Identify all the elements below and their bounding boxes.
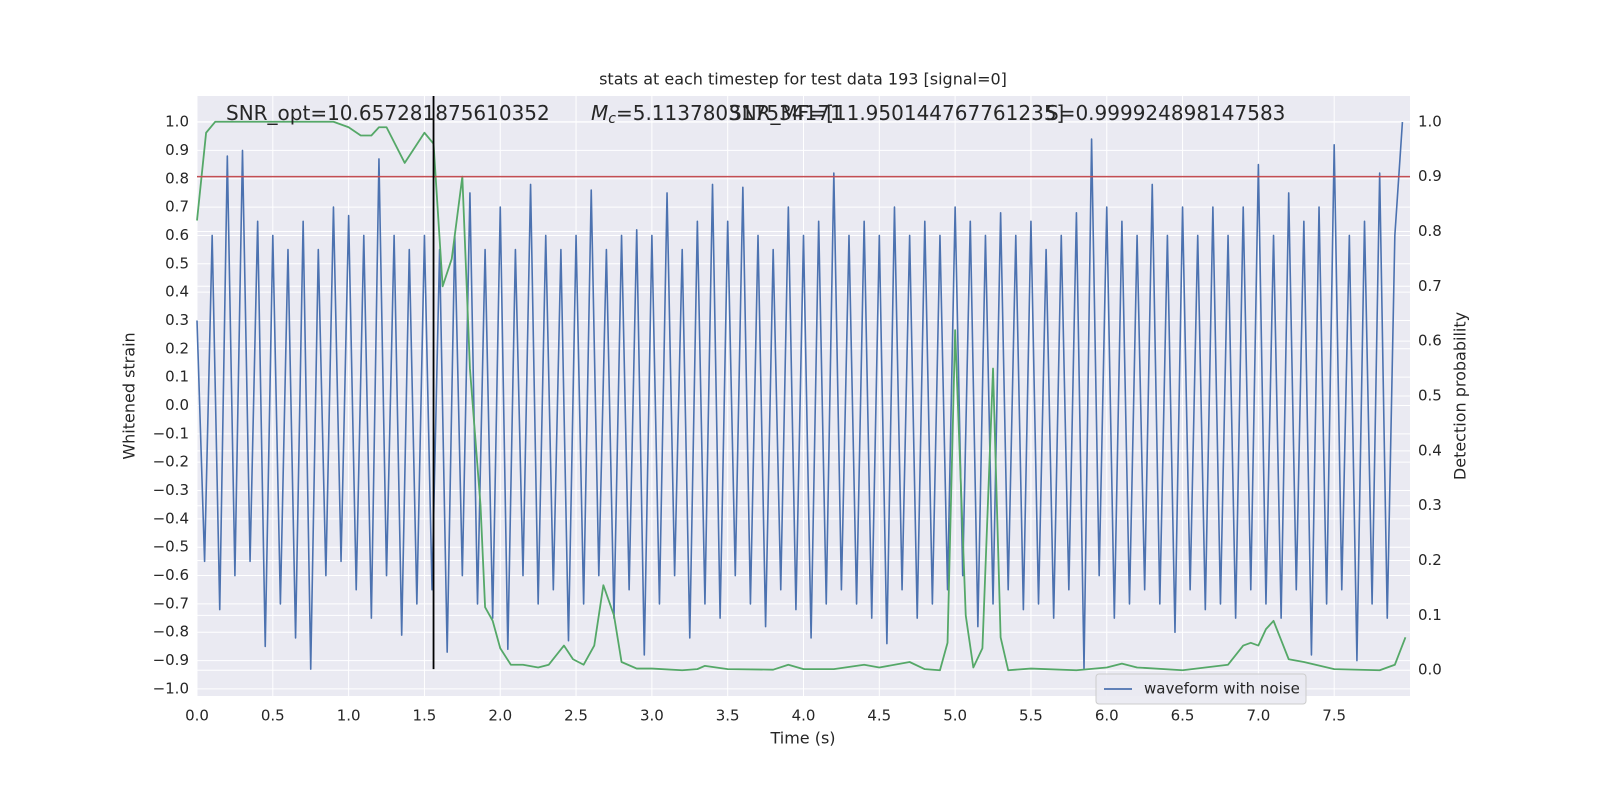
y-tick-label: 0.6: [165, 226, 189, 244]
y-tick-label: 0.7: [165, 198, 189, 216]
y-tick-label: 0.8: [165, 169, 189, 187]
y-tick-label: −0.7: [153, 594, 189, 612]
annotation: SNR_opt=10.657281875610352: [226, 101, 550, 125]
x-axis-label: Time (s): [769, 729, 835, 748]
annotation-text: SNR_MF=[11.950144767761235]: [729, 101, 1064, 125]
y-tick-label: 0.9: [165, 141, 189, 159]
x-tick-label: 4.5: [867, 707, 891, 725]
annotation-text: =5.113780317534171: [616, 101, 843, 125]
y2-tick-label: 0.6: [1418, 332, 1442, 350]
annotation: S=0.999924898147583: [1046, 101, 1285, 125]
labels: 0.0 0.5 1.0 1.5 2.0 2.5 3.0 3.5 4.0 4.5 5.0 5.5 6.0 6…: [153, 101, 1442, 725]
y-tick-label: 0.2: [165, 339, 189, 357]
y-tick-label: −0.6: [153, 566, 189, 584]
y-tick-label: 0.3: [165, 311, 189, 329]
y2-tick-label: 0.3: [1418, 496, 1442, 514]
y2-tick-label: 0.5: [1418, 387, 1442, 405]
marks: [196, 96, 1410, 672]
grid: [196, 96, 1410, 696]
x-tick-label: 0.0: [185, 707, 209, 725]
annotation-symbol: M: [591, 101, 608, 125]
x-tick-label: 1.5: [413, 707, 437, 725]
x-tick-label: 4.0: [792, 707, 816, 725]
x-tick-label: 3.5: [716, 707, 740, 725]
x-tick-label: 5.0: [943, 707, 967, 725]
x-tick-label: 0.5: [261, 707, 285, 725]
y2-tick-label: 0.1: [1418, 606, 1442, 624]
y-tick-label: −0.3: [153, 481, 189, 499]
y2-tick-label: 0.7: [1418, 277, 1442, 295]
annotation-text: S=0.999924898147583: [1046, 101, 1285, 125]
y-tick-label: −0.1: [153, 424, 189, 442]
y-tick-label: −1.0: [153, 679, 189, 697]
y-axis-label: Whitened strain: [120, 332, 139, 459]
annotation-text: SNR_opt=10.657281875610352: [226, 101, 550, 125]
y-tick-label: −0.8: [153, 623, 189, 641]
y-tick-label: −0.9: [153, 651, 189, 669]
y2-tick-label: 0.0: [1418, 661, 1442, 679]
chart-title: stats at each timestep for test data 193…: [599, 70, 1007, 89]
x-tick-label: 1.0: [337, 707, 361, 725]
y-tick-label: −0.4: [153, 509, 189, 527]
y2-tick-label: 1.0: [1418, 112, 1442, 130]
y-tick-label: −0.5: [153, 538, 189, 556]
y2-axis-label: Detection probability: [1451, 312, 1470, 480]
y-tick-label: 0.4: [165, 283, 189, 301]
x-tick-label: 7.5: [1322, 707, 1346, 725]
x-tick-label: 3.0: [640, 707, 664, 725]
annotation-subscript: c: [608, 111, 616, 127]
legend-box: [1095, 673, 1307, 705]
y2-tick-label: 0.4: [1418, 441, 1442, 459]
y-tick-label: 0.0: [165, 396, 189, 414]
x-tick-label: 7.0: [1246, 707, 1270, 725]
x-tick-label: 2.5: [564, 707, 588, 725]
x-tick-label: 5.5: [1019, 707, 1043, 725]
y-tick-label: 0.1: [165, 368, 189, 386]
y-tick-label: −0.2: [153, 453, 189, 471]
annotation: SNR_MF=[11.950144767761235]: [729, 101, 1064, 125]
series-line: [196, 120, 1407, 672]
legend-label: waveform with noise: [1144, 680, 1300, 698]
y-tick-label: 1.0: [165, 113, 189, 131]
y2-tick-label: 0.9: [1418, 167, 1442, 185]
x-tick-label: 2.0: [488, 707, 512, 725]
annotation: Mc=5.113780317534171: [591, 101, 843, 128]
x-tick-label: 6.0: [1095, 707, 1119, 725]
series-line: [196, 122, 1404, 670]
x-tick-label: 6.5: [1171, 707, 1195, 725]
y2-tick-label: 0.8: [1418, 222, 1442, 240]
y-tick-label: 0.5: [165, 254, 189, 272]
y2-tick-label: 0.2: [1418, 551, 1442, 569]
